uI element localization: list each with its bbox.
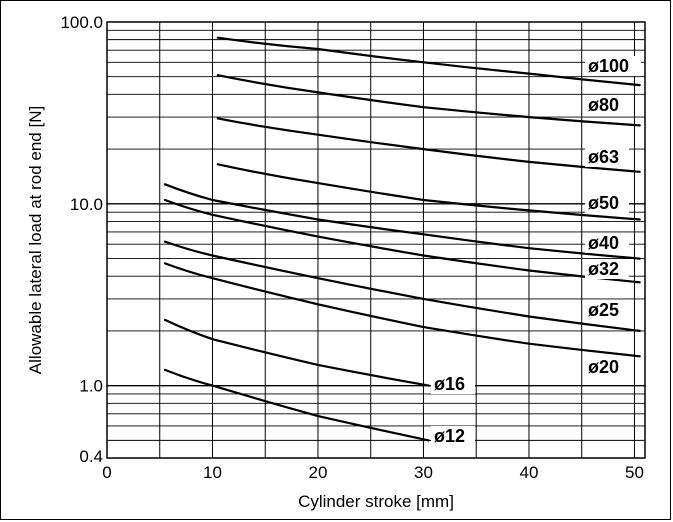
series-label: ø63 <box>588 147 619 167</box>
x-tick-label: 0 <box>102 463 111 482</box>
series-curves <box>163 36 641 442</box>
series-curve <box>163 198 641 284</box>
series-label-background <box>431 374 475 394</box>
series-curve <box>216 117 641 173</box>
series-curve <box>163 368 430 442</box>
series-label: ø40 <box>588 233 619 253</box>
series-label-background <box>585 357 629 377</box>
series-label: ø16 <box>434 374 465 394</box>
series-label: ø32 <box>588 259 619 279</box>
series-label: ø25 <box>588 300 619 320</box>
plot-area-border <box>106 21 646 459</box>
x-tick-label: 10 <box>203 463 222 482</box>
x-tick-label: 30 <box>414 463 433 482</box>
series-curve <box>216 36 641 87</box>
series-curve <box>163 262 641 358</box>
series-label: ø50 <box>588 193 619 213</box>
y-tick-label: 0.4 <box>79 447 103 466</box>
x-tick-label: 50 <box>625 463 644 482</box>
tick-labels: 0 10 20 30 40 50 100.0 10.0 1.0 0.4 <box>60 13 643 482</box>
series-label: ø20 <box>588 357 619 377</box>
series-labels: ø100 ø80 ø63 ø50 ø40 ø32 ø25 ø20 ø16 ø12 <box>431 56 641 446</box>
series-label: ø100 <box>588 56 629 76</box>
x-axis-title: Cylinder stroke [mm] <box>298 492 454 511</box>
series-label-background <box>431 426 475 446</box>
series-label: ø80 <box>588 95 619 115</box>
grid-lines <box>106 21 646 459</box>
y-tick-label: 100.0 <box>60 13 103 32</box>
series-curve <box>216 163 641 221</box>
y-tick-label: 1.0 <box>79 377 103 396</box>
series-label-background <box>585 147 629 167</box>
series-label-background <box>585 300 629 320</box>
series-label-background <box>585 259 629 279</box>
series-curve <box>163 183 641 260</box>
series-label-background <box>585 56 641 76</box>
x-tick-label: 40 <box>519 463 538 482</box>
x-tick-label: 20 <box>309 463 328 482</box>
series-label-background <box>585 95 629 115</box>
y-axis-title: Allowable lateral load at rod end [N] <box>26 106 45 374</box>
series-label-background <box>585 233 629 253</box>
y-tick-label: 10.0 <box>70 195 103 214</box>
series-curve <box>216 74 641 127</box>
series-curve <box>163 240 641 332</box>
series-label-background <box>585 193 629 213</box>
series-label: ø12 <box>434 426 465 446</box>
series-curve <box>163 318 430 387</box>
